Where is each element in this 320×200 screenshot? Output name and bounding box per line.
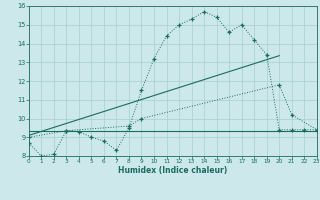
X-axis label: Humidex (Indice chaleur): Humidex (Indice chaleur) — [118, 166, 228, 175]
